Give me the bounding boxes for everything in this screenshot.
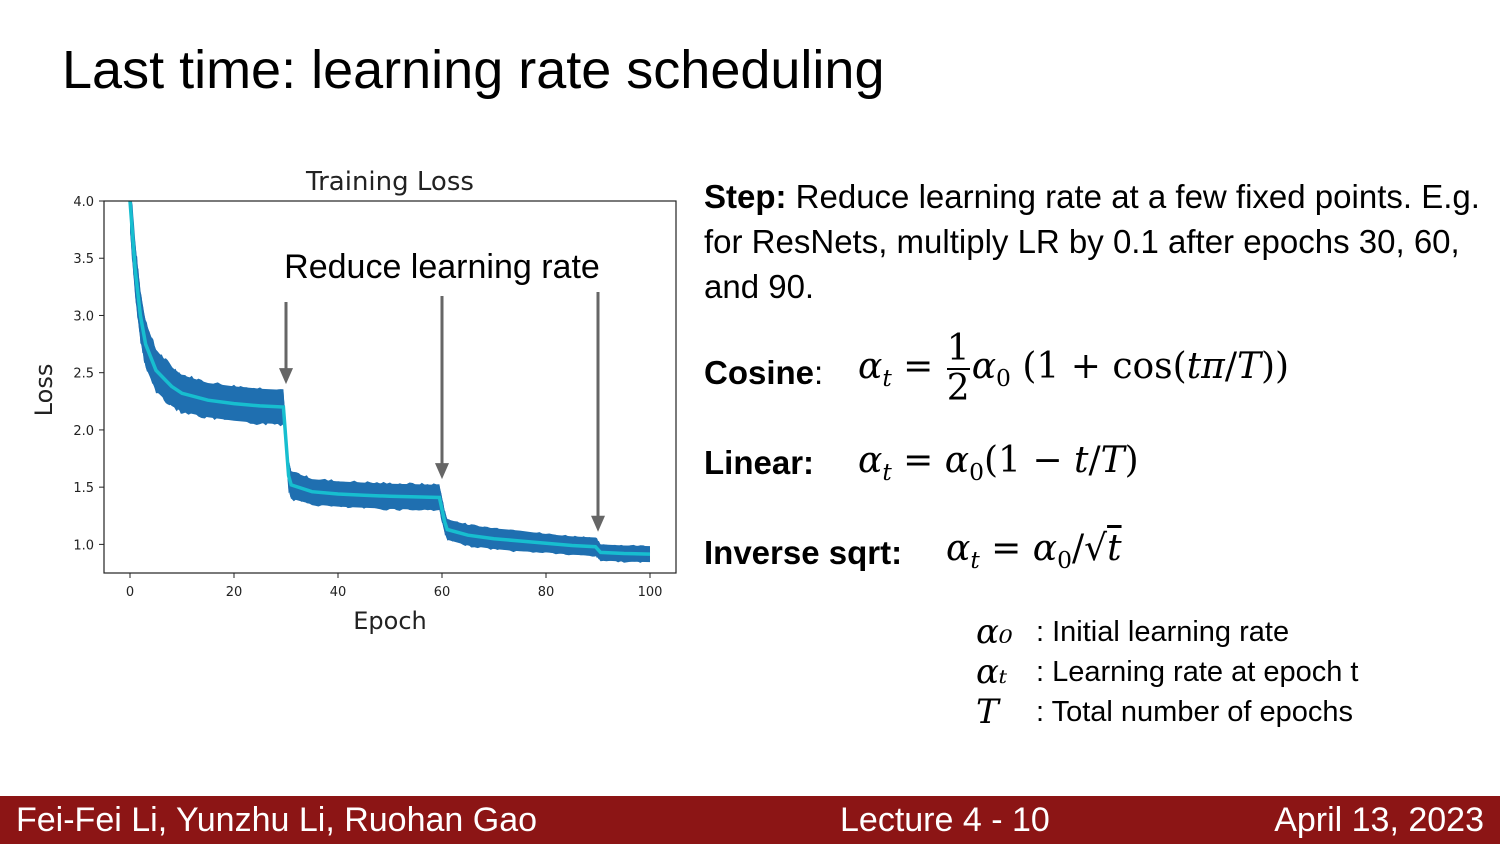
loss-band	[130, 201, 650, 563]
annotation-arrows	[279, 292, 605, 532]
x-tick-label: 40	[330, 585, 347, 600]
legend-symbol: α₀	[976, 612, 1013, 652]
x-axis-label: Epoch	[353, 607, 427, 635]
footer-authors: Fei-Fei Li, Yunzhu Li, Ruohan Gao	[16, 801, 538, 839]
cosine-formula: αt = 1 2 α0 (1 + cos(tπ/T))	[858, 328, 1290, 409]
x-tick-label: 100	[638, 585, 663, 600]
cosine-label: Cosine	[704, 354, 815, 391]
chart-title: Training Loss	[305, 167, 474, 197]
loss-mean-line	[128, 200, 651, 556]
x-tick-label: 60	[434, 585, 451, 600]
step-text: Reduce learning rate at a few fixed poin…	[704, 178, 1480, 305]
legend-description: : Learning rate at epoch t	[1036, 655, 1359, 688]
annotation-arrow-head	[591, 515, 605, 532]
footer-date: April 13, 2023	[1274, 801, 1484, 839]
invsqrt-row: Inverse sqrt:	[704, 534, 902, 572]
y-tick-label: 1.5	[73, 481, 94, 496]
annotation-text: Reduce learning rate	[284, 248, 600, 286]
training-loss-chart: Training Loss 0 20 40 60 80 100 1.0 1.5 2.0 2.5 3…	[30, 167, 677, 635]
plot-frame	[103, 200, 677, 574]
slide-title: Last time: learning rate scheduling	[62, 40, 885, 100]
y-tick-label: 1.0	[73, 538, 94, 553]
cosine-colon: :	[814, 354, 824, 391]
step-description: Step: Reduce learning rate at a few fixe…	[704, 174, 1484, 309]
x-axis-ticks: 0 20 40 60 80 100	[126, 573, 663, 600]
x-tick-label: 80	[538, 585, 555, 600]
legend-symbol: αₜ	[976, 652, 1008, 692]
legend-item: αₜ : Learning rate at epoch t	[976, 652, 1358, 692]
x-tick-label: 0	[126, 585, 134, 600]
legend-description: : Total number of epochs	[1036, 695, 1354, 728]
y-tick-label: 2.5	[73, 367, 94, 382]
y-tick-label: 4.0	[73, 195, 94, 210]
y-tick-label: 2.0	[73, 424, 94, 439]
loss-band-noise	[130, 201, 647, 563]
y-tick-label: 3.5	[73, 252, 94, 267]
annotation-arrow-head	[279, 368, 293, 385]
linear-formula: αt = α0(1 − t/T)	[858, 440, 1139, 487]
y-axis-label: Loss	[30, 364, 58, 417]
legend-item: T : Total number of epochs	[976, 692, 1358, 732]
legend-description: : Initial learning rate	[1036, 615, 1290, 648]
invsqrt-label: Inverse sqrt:	[704, 534, 903, 571]
legend-item: α₀ : Initial learning rate	[976, 612, 1358, 652]
linear-row: Linear:	[704, 444, 814, 482]
invsqrt-formula: αt = α0/√t	[946, 528, 1122, 575]
y-axis-ticks: 1.0 1.5 2.0 2.5 3.0 3.5 4.0	[73, 195, 104, 553]
y-tick-label: 3.0	[73, 309, 94, 324]
linear-label: Linear:	[704, 444, 815, 481]
slide-footer: Fei-Fei Li, Yunzhu Li, Ruohan Gao Lectur…	[0, 796, 1500, 844]
x-tick-label: 20	[226, 585, 243, 600]
step-label: Step:	[704, 178, 787, 215]
annotation-arrow-head	[435, 463, 449, 480]
symbol-legend: α₀ : Initial learning rate αₜ : Learning…	[976, 612, 1358, 732]
legend-symbol: T	[976, 692, 999, 732]
loss-line	[128, 200, 651, 556]
cosine-row: Cosine:	[704, 354, 823, 392]
footer-lecture: Lecture 4 - 10	[840, 801, 1050, 839]
